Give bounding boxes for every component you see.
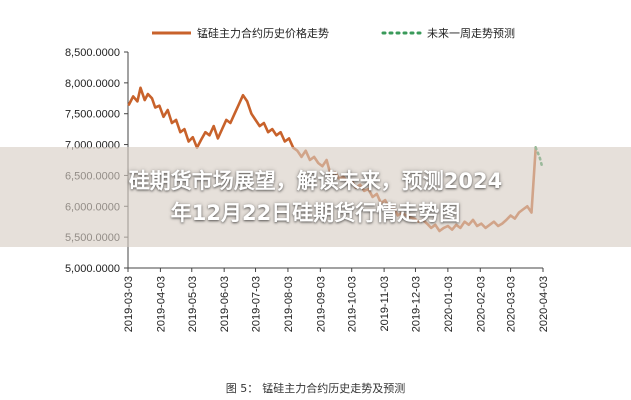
legend: 锰硅主力合约历史价格走势 未来一周走势预测 [152,26,515,40]
x-tick-label: 2020-02-03 [475,276,487,332]
x-tick-label: 2019-03-03 [123,276,135,332]
x-tick-label: 2019-09-03 [315,276,327,332]
x-tick-label: 2020-04-03 [538,276,550,332]
figure-caption-text: 锰硅主力合约历史走势及预测 [262,382,406,395]
x-tick-label: 2019-05-03 [187,276,199,332]
y-tick-label: 7,500.0000 [65,109,120,121]
legend-history-label: 锰硅主力合约历史价格走势 [197,26,329,40]
x-tick-label: 2019-10-03 [347,276,359,332]
x-tick-label: 2019-11-03 [379,276,391,331]
x-tick-label: 2020-01-03 [443,276,455,332]
y-tick-label: 8,000.0000 [65,78,120,90]
headline-line-2: 年12月22日硅期货行情走势图 [170,201,461,225]
headline-line-1: 硅期货市场展望，解读未来，预测2024 [128,169,503,193]
x-tick-label: 2019-04-03 [155,276,167,332]
figure-caption: 图 5： 锰硅主力合约历史走势及预测 [0,380,631,396]
x-tick-label: 2019-08-03 [283,276,295,332]
legend-forecast-label: 未来一周走势预测 [427,27,515,40]
headline-banner: 硅期货市场展望，解读未来，预测2024 年12月22日硅期货行情走势图 [0,147,631,247]
x-tick-label: 2019-07-03 [251,276,263,332]
figure-label: 图 5： [225,382,259,395]
y-tick-label: 8,500.0000 [65,47,120,59]
x-tick-label: 2020-03-03 [506,276,518,332]
x-tick-label: 2019-06-03 [219,276,231,332]
y-tick-label: 5,000.0000 [65,263,120,275]
x-tick-label: 2019-12-03 [410,276,422,332]
